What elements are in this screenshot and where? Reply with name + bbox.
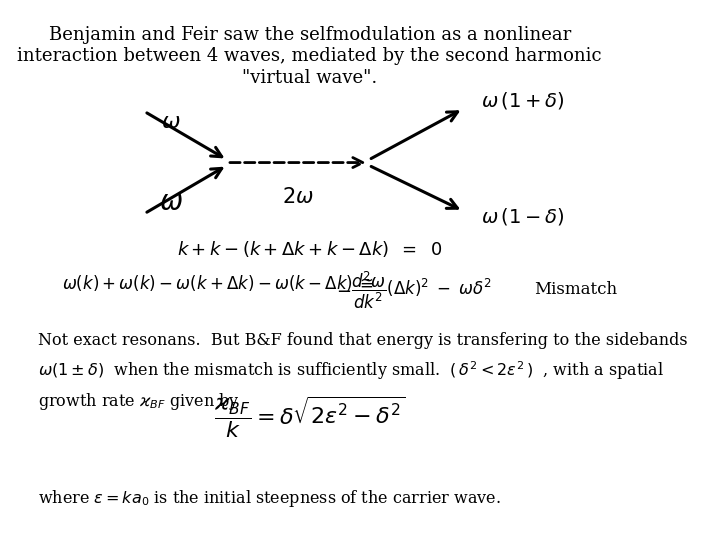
Text: $k + k - (k + \Delta k + k - \Delta k)\;\;=\;\;0$: $k + k - (k + \Delta k + k - \Delta k)\;… xyxy=(177,239,442,259)
Text: "virtual wave".: "virtual wave". xyxy=(242,69,377,86)
Text: $-$: $-$ xyxy=(336,281,351,299)
Text: $\dfrac{d^2\omega}{dk^2}(\Delta k)^2 \;-\; \omega\delta^2$: $\dfrac{d^2\omega}{dk^2}(\Delta k)^2 \;-… xyxy=(351,269,492,310)
Text: $\omega$: $\omega$ xyxy=(159,190,183,217)
Text: $2\omega$: $2\omega$ xyxy=(282,187,314,207)
Text: Benjamin and Feir saw the selfmodulation as a nonlinear: Benjamin and Feir saw the selfmodulation… xyxy=(48,25,571,44)
Text: $\omega(k) + \omega(k) - \omega(k+\Delta k) - \omega(k-\Delta k)$$\;\cong\;$: $\omega(k) + \omega(k) - \omega(k+\Delta… xyxy=(62,273,374,293)
Text: interaction between 4 waves, mediated by the second harmonic: interaction between 4 waves, mediated by… xyxy=(17,47,602,65)
Text: Not exact resonans.  But B&F found that energy is transfering to the sidebands
$: Not exact resonans. But B&F found that e… xyxy=(38,332,688,411)
Text: where $\varepsilon = ka_0$ is the initial steepness of the carrier wave.: where $\varepsilon = ka_0$ is the initia… xyxy=(38,488,501,509)
Text: $\omega\,(1-\delta)$: $\omega\,(1-\delta)$ xyxy=(481,206,564,227)
Text: $\dfrac{\varkappa_{BF}}{k} = \delta\sqrt{2\varepsilon^2 - \delta^2}$: $\dfrac{\varkappa_{BF}}{k} = \delta\sqrt… xyxy=(214,395,405,441)
Text: $\omega\,(1+\delta)$: $\omega\,(1+\delta)$ xyxy=(481,90,564,111)
Text: Mismatch: Mismatch xyxy=(534,281,617,299)
Text: $\omega$: $\omega$ xyxy=(161,111,181,133)
